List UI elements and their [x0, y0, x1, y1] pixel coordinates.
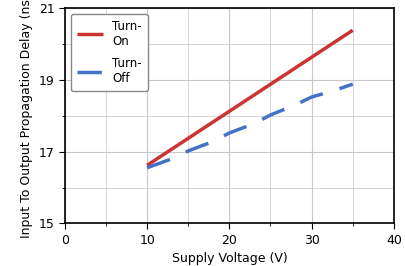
X-axis label: Supply Voltage (V): Supply Voltage (V)	[171, 252, 287, 265]
Turn-
Off	[226, 131, 231, 135]
Line: Turn-
On: Turn- On	[147, 30, 352, 165]
Turn-
Off	[267, 113, 272, 117]
Turn-
Off	[185, 149, 190, 152]
Turn-
Off	[251, 122, 256, 125]
Turn-
Off	[309, 95, 313, 99]
Turn-
Off	[145, 166, 149, 169]
Turn-
On	[350, 29, 354, 32]
Y-axis label: Input To Output Propagation Delay (ns): Input To Output Propagation Delay (ns)	[20, 0, 33, 238]
Turn-
Off	[169, 157, 174, 160]
Line: Turn-
Off: Turn- Off	[147, 84, 352, 168]
Turn-
On	[145, 164, 149, 167]
Turn-
Off	[333, 88, 338, 92]
Turn-
Off	[210, 140, 215, 143]
Turn-
Off	[350, 82, 354, 86]
Legend: Turn-
On, Turn-
Off: Turn- On, Turn- Off	[71, 14, 147, 91]
Turn-
Off	[292, 103, 297, 107]
